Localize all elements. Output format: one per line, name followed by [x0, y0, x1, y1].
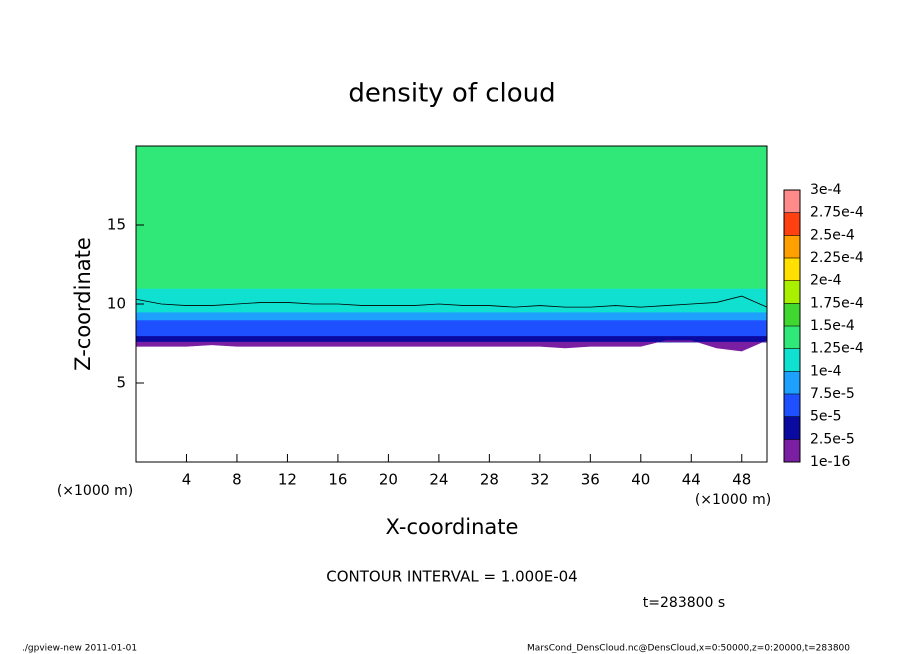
x-unit-label: (×1000 m): [695, 492, 771, 508]
x-tick-label: 12: [278, 471, 297, 489]
colorbar-band: [784, 190, 800, 213]
colorbar-label: 1.25e-4: [810, 341, 864, 357]
colorbar-label: 3e-4: [810, 182, 842, 198]
y-tick-label: 15: [107, 216, 126, 234]
y-unit-label: (×1000 m): [57, 483, 133, 499]
colorbar-label: 2.5e-4: [810, 227, 855, 243]
x-tick-label: 20: [379, 471, 398, 489]
colorbar-label: 7.5e-5: [810, 386, 855, 402]
y-tick-label: 5: [116, 374, 126, 392]
x-tick-label: 32: [530, 471, 549, 489]
field-layer: [136, 304, 767, 313]
field-layer: [136, 327, 767, 337]
x-axis-label: X-coordinate: [386, 515, 519, 539]
x-tick-label: 48: [732, 471, 751, 489]
field-layer: [136, 288, 767, 305]
x-tick-label: 4: [182, 471, 192, 489]
colorbar-band: [784, 326, 800, 349]
colorbar-band: [784, 416, 800, 440]
colorbar-label: 2.5e-5: [810, 431, 855, 447]
field-layer: [136, 319, 767, 329]
footer-left: ./gpview-new 2011-01-01: [22, 644, 137, 654]
colorbar-label: 2e-4: [810, 273, 842, 289]
x-tick-label: 36: [581, 471, 600, 489]
y-tick-label: 10: [107, 295, 126, 313]
colorbar-label: 1.75e-4: [810, 295, 864, 311]
colorbar-band: [784, 212, 800, 236]
colorbar-label: 1e-4: [810, 363, 842, 379]
contour-line: [135, 295, 768, 308]
colorbar-band: [784, 371, 800, 395]
field-layer: [136, 311, 767, 321]
field-layer: [136, 146, 767, 289]
colorbar-label: 2.25e-4: [810, 250, 864, 266]
colorbar-band: [784, 280, 800, 304]
x-tick-label: 8: [232, 471, 242, 489]
x-tick-label: 28: [480, 471, 499, 489]
contour-interval: CONTOUR INTERVAL = 1.000E-04: [326, 568, 577, 586]
x-tick-label: 24: [429, 471, 448, 489]
colorbar-band: [784, 394, 800, 417]
cloud-base: [136, 340, 767, 352]
y-axis-label: Z-coordinate: [71, 237, 95, 371]
x-tick-label: 44: [682, 471, 701, 489]
colorbar-band: [784, 303, 800, 327]
x-tick-label: 40: [631, 471, 650, 489]
colorbar-band: [784, 235, 800, 259]
colorbar-label: 2.75e-4: [810, 205, 864, 221]
colorbar-label: 1e-16: [810, 454, 850, 470]
colorbar-label: 5e-5: [810, 409, 841, 425]
time-label: t=283800 s: [643, 595, 725, 611]
colorbar-label: 1.5e-4: [810, 318, 855, 334]
x-tick-label: 16: [328, 471, 347, 489]
footer-right: MarsCond_DensCloud.nc@DensCloud,x=0:5000…: [527, 644, 850, 654]
colorbar-band: [784, 348, 800, 372]
colorbar-band: [784, 258, 800, 281]
field-layer: [136, 335, 767, 343]
chart-title: density of cloud: [348, 79, 555, 109]
colorbar-band: [784, 439, 800, 463]
